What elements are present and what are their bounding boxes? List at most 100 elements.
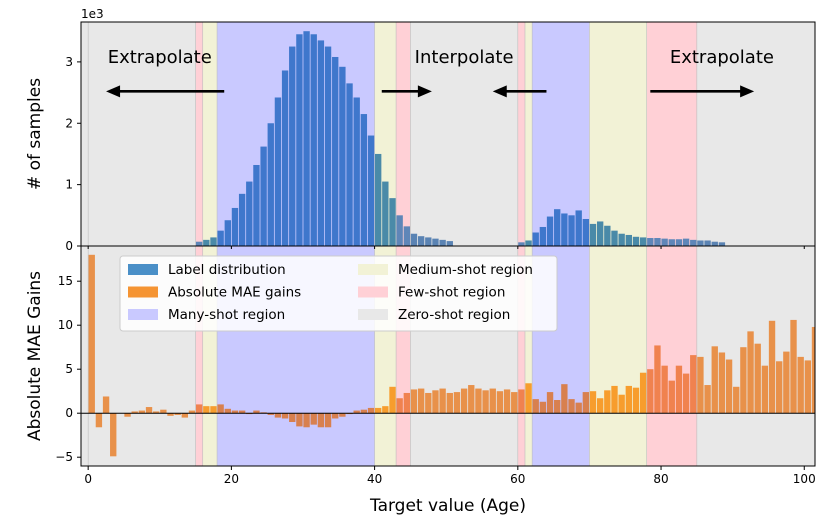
label-distribution-bar (339, 66, 346, 246)
mae-gain-bar (231, 410, 239, 414)
legend-label: Many-shot region (168, 307, 285, 323)
mae-gain-bar (410, 389, 418, 414)
mae-gain-bar (575, 402, 582, 414)
mae-gain-bar (754, 343, 761, 414)
label-distribution-bar (604, 225, 611, 246)
label-distribution-bar (554, 209, 561, 246)
legend-label: Zero-shot region (398, 307, 510, 323)
mae-gain-bar (382, 406, 389, 414)
mae-gain-bar (417, 388, 425, 414)
mae-gain-bar (711, 346, 718, 414)
label-distribution-bar (518, 242, 525, 246)
mae-gain-bar (589, 391, 597, 414)
legend-swatch (128, 309, 158, 320)
y-tick-label: 1 (65, 178, 73, 192)
label-distribution-bar (203, 239, 210, 246)
label-distribution-bar (446, 241, 453, 246)
x-tick-label: 100 (793, 472, 816, 486)
y-tick-label: −5 (55, 450, 73, 464)
mae-gain-bar (367, 407, 375, 414)
mae-gain-bar (174, 413, 181, 415)
mae-gain-bar (195, 404, 203, 414)
y-tick-label: 5 (65, 362, 73, 376)
x-tick-label: 80 (653, 472, 668, 486)
mae-gain-bar (740, 347, 747, 414)
legend-swatch (358, 309, 388, 320)
mae-gain-bar (632, 387, 640, 414)
mae-gain-bar (704, 385, 711, 414)
annotation-text: Extrapolate (108, 47, 212, 68)
label-distribution-bar (532, 232, 539, 246)
mae-gain-bar (253, 410, 260, 414)
mae-gain-bar (596, 398, 604, 414)
label-distribution-bar (246, 181, 253, 246)
label-distribution-bar (353, 97, 360, 246)
top-annotations: Extrapolate Interpolate Extrapolate (106, 47, 774, 98)
legend: Label distribution Absolute MAE gains Many… (119, 255, 558, 332)
mae-gain-bar (95, 413, 103, 428)
mae-gain-bar (289, 413, 296, 422)
mae-gain-bar (224, 408, 231, 414)
mae-gain-bar (496, 391, 504, 414)
label-distribution-bar (367, 135, 375, 246)
region-band-medium (524, 22, 533, 246)
mae-gain-bar (267, 413, 274, 415)
label-distribution-bar (303, 31, 310, 246)
mae-gain-bar (203, 406, 210, 414)
mae-gain-bar (690, 355, 697, 414)
top-bars (195, 31, 726, 246)
x-ticks: 0 20 40 60 80 100 (84, 246, 816, 486)
top-y-axis-label: # of samples (25, 78, 45, 190)
mae-gain-bar (138, 410, 146, 414)
mae-gain-bar (761, 365, 769, 414)
top-region-bands (81, 22, 815, 246)
mae-gain-bar (439, 388, 446, 414)
mae-gain-bar (425, 392, 432, 414)
region-band-few (517, 246, 525, 466)
region-band-few (195, 22, 203, 246)
mae-gain-bar (389, 386, 396, 414)
mae-gain-bar (360, 409, 368, 414)
mae-gain-bar (482, 390, 489, 414)
label-distribution-bar (697, 240, 704, 246)
region-band-few (517, 22, 525, 246)
legend-label: Medium-shot region (398, 262, 533, 278)
mae-gain-bar (525, 383, 532, 414)
mae-gain-bar (238, 410, 246, 414)
y-tick-label: 15 (58, 274, 73, 288)
label-distribution-bar (238, 193, 246, 246)
region-band-few (396, 22, 411, 246)
mae-gain-bar (153, 411, 160, 414)
label-distribution-bar (639, 237, 647, 246)
label-distribution-bar (210, 237, 217, 246)
mae-gain-bar (160, 409, 167, 414)
mae-gain-bar (503, 389, 511, 414)
mae-gain-bar (539, 401, 547, 414)
y-tick-label: 2 (65, 116, 73, 130)
mae-gain-bar (432, 390, 439, 414)
label-distribution-bar (561, 213, 568, 246)
region-band-medium (589, 22, 647, 246)
mae-gain-bar (747, 331, 754, 414)
label-distribution-bar (654, 238, 661, 246)
mae-gain-bar (145, 407, 153, 414)
mae-gain-bar (274, 413, 282, 418)
mae-gain-bar (661, 365, 668, 414)
label-distribution-bar (346, 83, 353, 246)
mae-gain-bar (131, 411, 138, 414)
label-distribution-bar (596, 221, 604, 246)
label-distribution-bar (410, 233, 418, 246)
mae-gain-bar (654, 345, 661, 414)
arrow-head (740, 85, 755, 98)
mae-gain-bar (697, 356, 704, 414)
region-band-zero (696, 22, 812, 246)
label-distribution-bar (611, 230, 618, 246)
mae-gain-bar (460, 388, 468, 414)
mae-gain-bar (303, 413, 310, 428)
mae-gain-bar (582, 392, 590, 414)
mae-gain-bar (725, 359, 733, 414)
mae-gain-bar (332, 413, 339, 419)
mae-gain-bar (324, 413, 332, 428)
legend-label: Absolute MAE gains (168, 285, 301, 301)
